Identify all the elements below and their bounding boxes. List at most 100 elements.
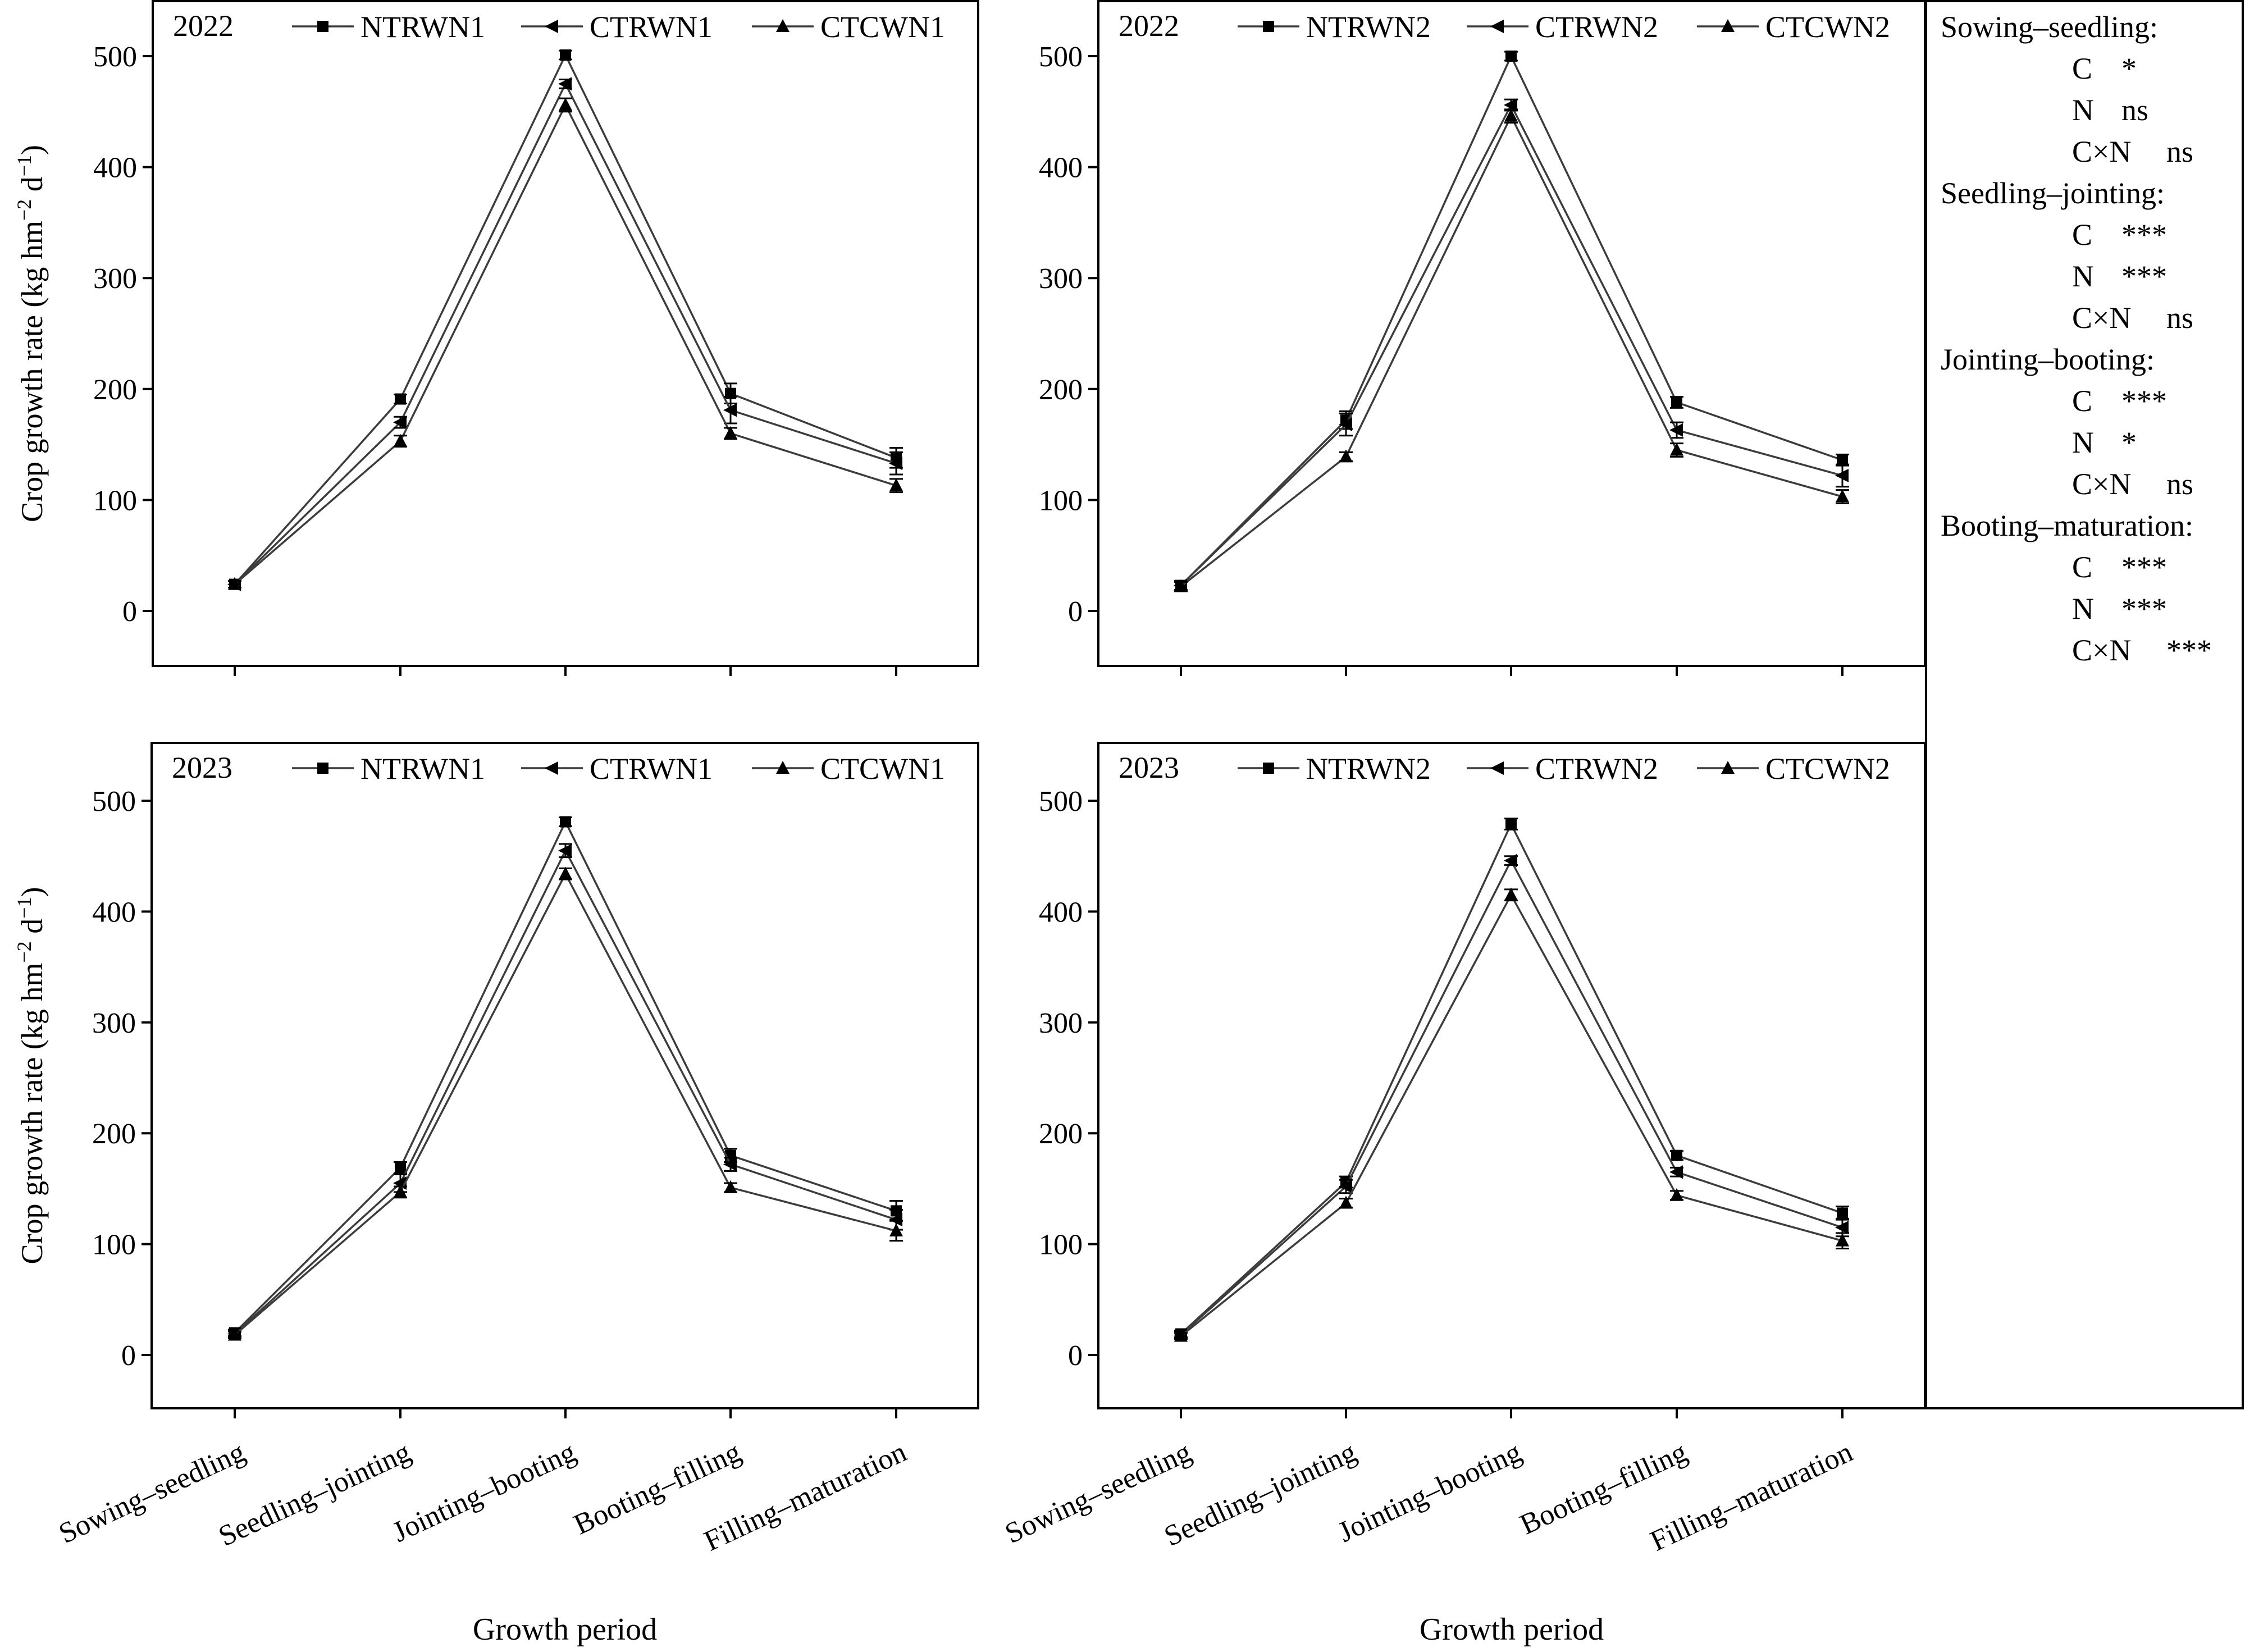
data-point-ntrwn2-3 [1671,1149,1682,1161]
legend-entry-ntrwn1: NTRWN1 [292,10,485,44]
legend-label: CTRWN1 [590,752,713,786]
panel-2022-n2: 0 100 200 300 400 500 2022 NTRWN2 CTRWN2 CTCWN2 [1039,0,1926,676]
y-tick-label: 500 [93,41,137,73]
legend-marker-square [1263,763,1274,774]
data-point-ctrwn2-3 [1669,423,1683,437]
legend-marker-square [317,763,328,774]
significance-factor-label: C×N [2072,467,2131,501]
data-point-ctrwn2-1 [1339,418,1352,432]
y-tick-label: 100 [1039,485,1083,517]
data-point-ctcwn2-1 [1339,1195,1353,1209]
legend-label: NTRWN2 [1306,752,1431,786]
significance-block-jointing-booting: Jointing–booting: C *** N * C×N ns [1941,343,2193,501]
x-axis-label: Growth period [1420,1612,1604,1647]
data-point-ctcwn2-2 [1504,108,1518,122]
significance-level: *** [2121,384,2167,418]
y-tick-label: 100 [1039,1229,1083,1261]
legend-marker-left-triangle [1490,761,1504,775]
significance-factor-label: C [2072,550,2092,584]
legend-marker-square [317,21,328,32]
y-tick-label: 200 [1039,1118,1083,1150]
data-point-ctrwn1-1 [393,416,407,430]
legend-label: CTCWN2 [1765,10,1890,44]
y-tick-label: 0 [122,596,137,628]
significance-block-booting-maturation: Booting–maturation: C *** N *** C×N *** [1941,509,2212,667]
significance-box-frame [1925,0,2244,1409]
legend-marker-triangle [1721,19,1735,32]
y-axis-label: Crop growth rate (kg hm−2 d−1) [13,145,49,522]
data-point-ctcwn1-1 [394,1184,407,1198]
y-tick-label: 0 [1068,596,1083,628]
data-point-ctcwn2-4 [1836,489,1849,503]
series-ctcwn2 [1174,108,1849,592]
legend-marker-left-triangle [545,20,558,33]
data-point-ctrwn1-3 [723,1157,737,1171]
significance-factor-label: N [2072,259,2094,293]
data-point-ntrwn1-2 [560,49,571,61]
significance-level: *** [2121,218,2167,252]
significance-block-sowing-seedling: Sowing–seedling: C * N ns C×N ns [1941,10,2193,168]
year-label: 2022 [1119,9,1179,43]
data-point-ctcwn2-0 [1174,1329,1188,1342]
data-point-ctcwn2-0 [1174,579,1188,592]
legend-marker-square [1263,21,1274,32]
data-point-ctcwn1-4 [889,478,903,491]
significance-level: * [2121,52,2137,85]
significance-period-label: Booting–maturation: [1941,509,2193,542]
data-point-ctcwn2-3 [1670,442,1683,456]
y-tick-label: 200 [92,1118,136,1150]
data-point-ntrwn2-2 [1505,51,1517,62]
legend-marker-triangle [776,761,790,774]
legend-entry-ctrwn1: CTRWN1 [521,752,713,786]
legend-label: CTRWN2 [1535,10,1658,44]
data-point-ctrwn2-3 [1669,1165,1683,1179]
legend-entry-ctrwn2: CTRWN2 [1467,752,1658,786]
data-point-ctcwn2-2 [1504,887,1518,901]
data-point-ctrwn1-2 [558,77,572,91]
data-point-ntrwn1-1 [395,1162,406,1174]
data-point-ctcwn2-3 [1670,1188,1683,1201]
significance-factor-label: C [2072,384,2092,418]
data-point-ctrwn2-4 [1835,468,1849,482]
y-tick-label: 300 [1039,1007,1083,1039]
legend-label: NTRWN1 [361,752,485,786]
y-axis-label: Crop growth rate (kg hm−2 d−1) [13,887,49,1265]
legend-entry-ctcwn2: CTCWN2 [1697,752,1890,786]
y-tick-label: 100 [93,485,137,517]
data-point-ntrwn2-4 [1837,454,1848,466]
data-point-ntrwn2-4 [1837,1207,1848,1219]
legend-entry-ctcwn1: CTCWN1 [752,752,945,786]
y-tick-label: 300 [93,263,137,295]
significance-period-label: Jointing–booting: [1941,343,2155,376]
data-point-ctrwn1-4 [889,1213,902,1227]
y-tick-label: 400 [92,896,136,928]
year-label: 2023 [172,751,232,784]
legend-marker-left-triangle [545,761,558,775]
legend-label: NTRWN2 [1306,10,1431,44]
significance-factor-label: C [2072,218,2092,252]
legend-label: NTRWN1 [361,10,485,44]
data-point-ctcwn1-0 [228,1327,241,1341]
data-point-ntrwn1-2 [560,816,571,828]
data-point-ctcwn1-2 [559,866,572,880]
data-point-ctcwn1-0 [228,577,241,590]
y-tick-label: 0 [1068,1340,1083,1372]
significance-level: *** [2166,633,2212,667]
year-label: 2022 [173,9,234,43]
data-point-ctrwn2-2 [1504,98,1517,112]
legend-label: CTCWN1 [820,752,945,786]
significance-period-label: Seedling–jointing: [1941,176,2165,210]
legend-entry-ctrwn1: CTRWN1 [521,10,713,44]
significance-level: ns [2166,301,2193,335]
y-tick-label: 200 [93,374,137,406]
significance-factor-label: C×N [2072,633,2131,667]
significance-factor-label: C [2072,52,2092,85]
significance-level: *** [2121,259,2167,293]
legend-marker-triangle [776,19,790,32]
legend-entry-ntrwn1: NTRWN1 [292,752,485,786]
y-tick-label: 300 [1039,263,1083,295]
legend-label: CTCWN1 [820,10,945,44]
significance-factor-label: C×N [2072,135,2131,168]
legend-label: CTCWN2 [1765,752,1890,786]
